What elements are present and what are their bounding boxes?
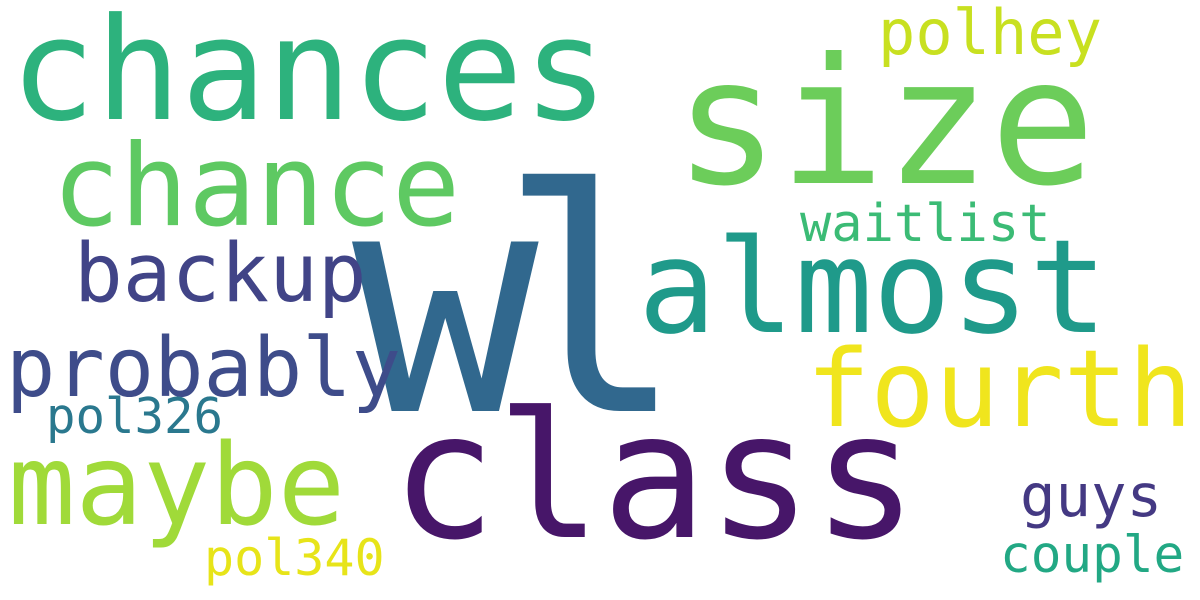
word-chance: chance <box>52 120 461 252</box>
word-polhey: polhey <box>878 0 1102 69</box>
word-class: class <box>391 376 918 579</box>
word-size: size <box>674 22 1096 225</box>
word-waitlist: waitlist <box>800 194 1051 254</box>
word-probably: probably <box>6 321 401 416</box>
word-pol326: pol326 <box>46 388 224 445</box>
word-couple: couple <box>1000 526 1185 585</box>
word-guys: guys <box>1020 461 1163 530</box>
word-pol340: pol340 <box>204 529 385 587</box>
word-wl: wl <box>352 124 685 485</box>
word-backup: backup <box>74 227 367 321</box>
word-chances: chances <box>10 0 609 153</box>
word-maybe: maybe <box>8 421 346 551</box>
word-almost: almost <box>638 211 1108 363</box>
word-fourth: fourth <box>806 328 1193 452</box>
